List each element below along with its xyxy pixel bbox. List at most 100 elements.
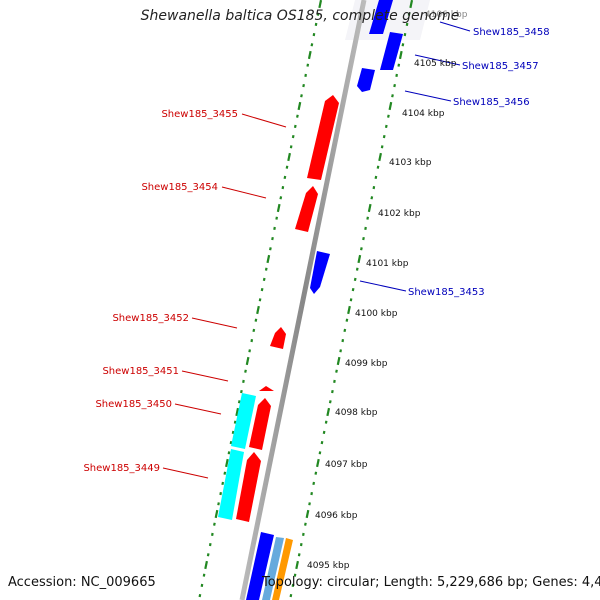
gene-shew185-3456 — [357, 68, 375, 92]
tick-mark — [326, 407, 331, 417]
kbp-label: 4101 kbp — [366, 259, 409, 269]
tick-mark — [231, 430, 235, 435]
tick-mark — [300, 94, 303, 98]
tick-mark — [271, 236, 274, 241]
tick-mark — [258, 298, 262, 302]
kbp-label: 4095 kbp — [307, 561, 350, 571]
tick-mark — [401, 43, 405, 47]
tick-mark — [221, 481, 225, 486]
tick-mark — [304, 73, 307, 77]
tick-mark — [206, 553, 210, 557]
tick-mark — [293, 573, 297, 577]
tick-mark — [312, 33, 316, 37]
tick-mark — [380, 145, 384, 149]
tick-mark — [275, 216, 278, 220]
tick-mark — [289, 593, 293, 598]
tick-mark — [382, 134, 386, 139]
tick-mark — [302, 532, 305, 536]
tick-mark — [355, 267, 359, 271]
gene-label: Shew185_3449 — [83, 463, 160, 474]
leader-shew185-3449 — [162, 467, 209, 479]
leader-shew185-3453 — [359, 280, 407, 292]
tick-mark — [308, 502, 311, 506]
tick-mark — [367, 203, 372, 213]
tick-mark — [307, 50, 312, 60]
tick-mark — [208, 543, 212, 547]
tick-mark — [233, 420, 237, 424]
kbp-label: 4106 kbp — [425, 10, 468, 20]
gene-orange-bottom — [272, 538, 293, 600]
tick-mark — [281, 186, 285, 190]
tick-mark — [252, 328, 256, 333]
gene-label: Shew185_3455 — [161, 109, 238, 120]
tick-mark — [295, 560, 299, 570]
tick-mark — [244, 369, 247, 373]
tick-mark — [289, 145, 293, 149]
tick-mark — [403, 33, 407, 37]
tick-mark — [219, 492, 222, 496]
gene-shew185-3453 — [310, 251, 330, 294]
tick-mark — [407, 12, 411, 16]
leader-shew185-3458 — [439, 21, 471, 32]
label-leaders — [162, 21, 471, 479]
leader-shew185-3456 — [404, 90, 452, 102]
kbp-tick-labels: 4095 kbp 4096 kbp 4097 kbp 4098 kbp 4099… — [307, 10, 468, 571]
tick-mark — [405, 22, 409, 26]
tick-mark — [304, 522, 307, 526]
leader-shew185-3457 — [414, 54, 461, 66]
tick-mark — [314, 471, 318, 475]
map-title: Shewanella baltica OS185, complete genom… — [140, 8, 460, 24]
tick-mark — [349, 298, 353, 302]
tick-mark — [353, 277, 357, 282]
tick-mark — [225, 458, 229, 468]
map-shade — [345, 0, 430, 40]
tick-mark — [269, 247, 272, 251]
tick-mark — [223, 471, 227, 475]
tick-mark — [296, 114, 299, 118]
leader-shew185-3454 — [221, 186, 267, 199]
tick-mark — [347, 305, 351, 315]
tick-mark — [318, 0, 323, 9]
tick-mark — [378, 152, 382, 162]
tick-mark — [306, 63, 310, 67]
gene-shew185-3449 — [236, 452, 261, 522]
gene-cyan-upper — [231, 393, 256, 449]
tick-mark — [310, 43, 314, 47]
tick-mark — [372, 186, 376, 190]
tick-mark — [345, 318, 349, 322]
tick-mark — [409, 0, 414, 9]
tick-mark — [198, 593, 202, 598]
gene-label: Shew185_3452 — [112, 313, 189, 324]
tick-mark — [322, 430, 326, 435]
tick-mark — [357, 254, 362, 264]
tick-mark — [283, 175, 287, 180]
tick-mark — [366, 216, 369, 220]
tick-mark — [217, 502, 220, 506]
leader-shew185-3452 — [191, 317, 238, 329]
tick-rings — [198, 0, 414, 598]
tick-mark — [341, 339, 345, 343]
tick-mark — [391, 94, 394, 98]
tick-mark — [240, 389, 243, 394]
tick-mark — [256, 305, 260, 315]
tick-mark — [388, 101, 393, 111]
tick-mark — [211, 532, 214, 536]
tick-mark — [351, 287, 355, 292]
tick-mark — [266, 254, 271, 264]
tick-mark — [339, 349, 342, 353]
gene-light-blue-bottom — [262, 537, 284, 600]
tick-mark — [335, 369, 338, 373]
tick-mark — [285, 165, 289, 169]
tick-mark — [333, 379, 336, 383]
gene-shew185-3455 — [307, 95, 339, 180]
tick-mark — [397, 63, 401, 67]
tick-mark — [242, 379, 245, 383]
leader-shew185-3455 — [241, 113, 287, 128]
gene-shew185-3457 — [380, 32, 403, 70]
kbp-label: 4097 kbp — [325, 460, 368, 470]
gene-shew185-3454 — [295, 186, 318, 232]
tick-mark — [200, 583, 204, 587]
tick-mark — [387, 114, 390, 118]
gene-blue-bottom — [246, 532, 274, 600]
